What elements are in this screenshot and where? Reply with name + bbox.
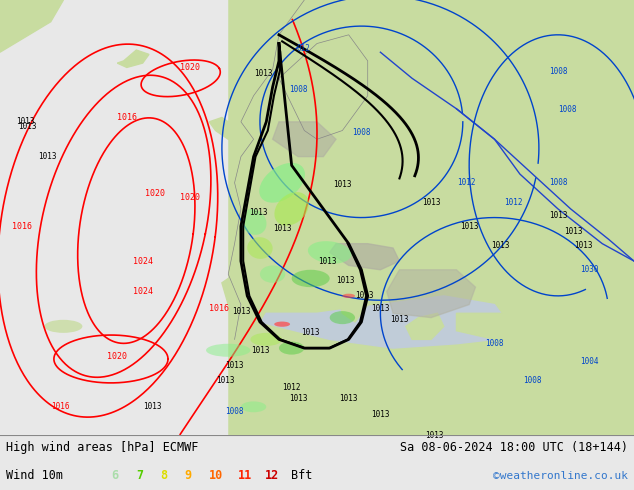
Text: 1024: 1024 (133, 257, 153, 266)
Text: 12: 12 (264, 469, 278, 482)
Text: 1013: 1013 (249, 208, 268, 217)
Polygon shape (209, 96, 260, 144)
Polygon shape (406, 313, 444, 340)
Ellipse shape (44, 320, 82, 333)
Text: 1013: 1013 (225, 361, 244, 370)
Text: 1004: 1004 (580, 357, 599, 366)
Text: 1013: 1013 (333, 180, 352, 190)
Ellipse shape (292, 270, 330, 287)
Text: 1008: 1008 (523, 376, 542, 385)
Text: 1013: 1013 (339, 393, 358, 403)
Text: 1013: 1013 (574, 242, 593, 250)
Text: 1013: 1013 (18, 122, 37, 131)
Text: 1013: 1013 (231, 307, 250, 316)
Ellipse shape (275, 192, 309, 225)
Text: Wind 10m: Wind 10m (6, 469, 63, 482)
Text: 1016: 1016 (12, 222, 32, 231)
Text: 1012: 1012 (456, 178, 476, 187)
Text: 1013: 1013 (336, 276, 355, 285)
Text: 1013: 1013 (371, 304, 390, 314)
Ellipse shape (330, 311, 355, 324)
Text: 1020: 1020 (180, 63, 200, 72)
Ellipse shape (241, 209, 266, 235)
Text: 8: 8 (160, 469, 167, 482)
Text: 1013: 1013 (38, 152, 57, 161)
Text: 1008: 1008 (352, 128, 371, 137)
Text: 6: 6 (111, 469, 118, 482)
Polygon shape (0, 0, 63, 52)
Text: High wind areas [hPa] ECMWF: High wind areas [hPa] ECMWF (6, 441, 198, 454)
Text: 012: 012 (296, 44, 310, 53)
Text: 1013: 1013 (564, 227, 583, 236)
Text: 1024: 1024 (133, 287, 153, 296)
Polygon shape (222, 270, 273, 326)
Polygon shape (273, 122, 336, 157)
Polygon shape (235, 331, 279, 383)
Text: 1008: 1008 (225, 407, 244, 416)
Text: 1013: 1013 (318, 257, 337, 267)
Text: 1013: 1013 (288, 393, 307, 403)
Text: 1012: 1012 (282, 383, 301, 392)
Text: 1013: 1013 (425, 431, 444, 440)
Polygon shape (330, 244, 399, 270)
Text: 1008: 1008 (548, 178, 567, 187)
Polygon shape (456, 305, 583, 340)
Text: 1012: 1012 (504, 198, 523, 207)
Text: 1013: 1013 (273, 224, 292, 233)
Polygon shape (260, 296, 507, 348)
Text: 9: 9 (184, 469, 191, 482)
Text: 1013: 1013 (390, 315, 409, 324)
Text: 1013: 1013 (548, 211, 567, 220)
Text: 1020: 1020 (180, 194, 200, 202)
Ellipse shape (206, 344, 250, 357)
Text: 10: 10 (209, 469, 223, 482)
Text: 1016: 1016 (117, 113, 137, 122)
Text: 1016: 1016 (209, 304, 229, 314)
Ellipse shape (308, 241, 351, 264)
Text: 1013: 1013 (254, 70, 273, 78)
Polygon shape (387, 270, 476, 318)
Text: 1013: 1013 (460, 222, 479, 231)
Polygon shape (336, 270, 374, 322)
Text: 11: 11 (238, 469, 252, 482)
Text: 1013: 1013 (355, 291, 374, 299)
FancyBboxPatch shape (228, 0, 634, 440)
Text: 1013: 1013 (143, 402, 162, 411)
Text: 1020: 1020 (107, 352, 127, 361)
Ellipse shape (279, 342, 304, 355)
Ellipse shape (260, 266, 285, 283)
Polygon shape (235, 0, 380, 174)
Text: Sa 08-06-2024 18:00 UTC (18+144): Sa 08-06-2024 18:00 UTC (18+144) (399, 441, 628, 454)
Text: Bft: Bft (291, 469, 313, 482)
Polygon shape (117, 50, 149, 68)
Text: 1020: 1020 (145, 189, 165, 198)
Text: 1013: 1013 (250, 346, 269, 355)
Text: 1013: 1013 (422, 198, 441, 207)
Text: 1008: 1008 (558, 105, 577, 114)
Text: 1008: 1008 (548, 67, 567, 76)
Polygon shape (235, 340, 634, 435)
Text: 1008: 1008 (485, 339, 504, 348)
Text: 1013: 1013 (216, 376, 235, 385)
Ellipse shape (241, 401, 266, 412)
Text: 1008: 1008 (288, 85, 307, 94)
Text: 1013: 1013 (371, 410, 390, 419)
Text: 1030: 1030 (580, 265, 599, 274)
Ellipse shape (274, 321, 290, 327)
Text: 1016: 1016 (51, 402, 70, 411)
Text: 7: 7 (136, 469, 143, 482)
Text: 1013: 1013 (491, 242, 510, 250)
Text: ©weatheronline.co.uk: ©weatheronline.co.uk (493, 471, 628, 481)
Text: 1013: 1013 (301, 328, 320, 338)
Text: 1013: 1013 (16, 117, 35, 126)
Ellipse shape (342, 294, 355, 298)
Ellipse shape (247, 237, 273, 259)
Ellipse shape (250, 333, 282, 346)
Ellipse shape (259, 163, 305, 203)
